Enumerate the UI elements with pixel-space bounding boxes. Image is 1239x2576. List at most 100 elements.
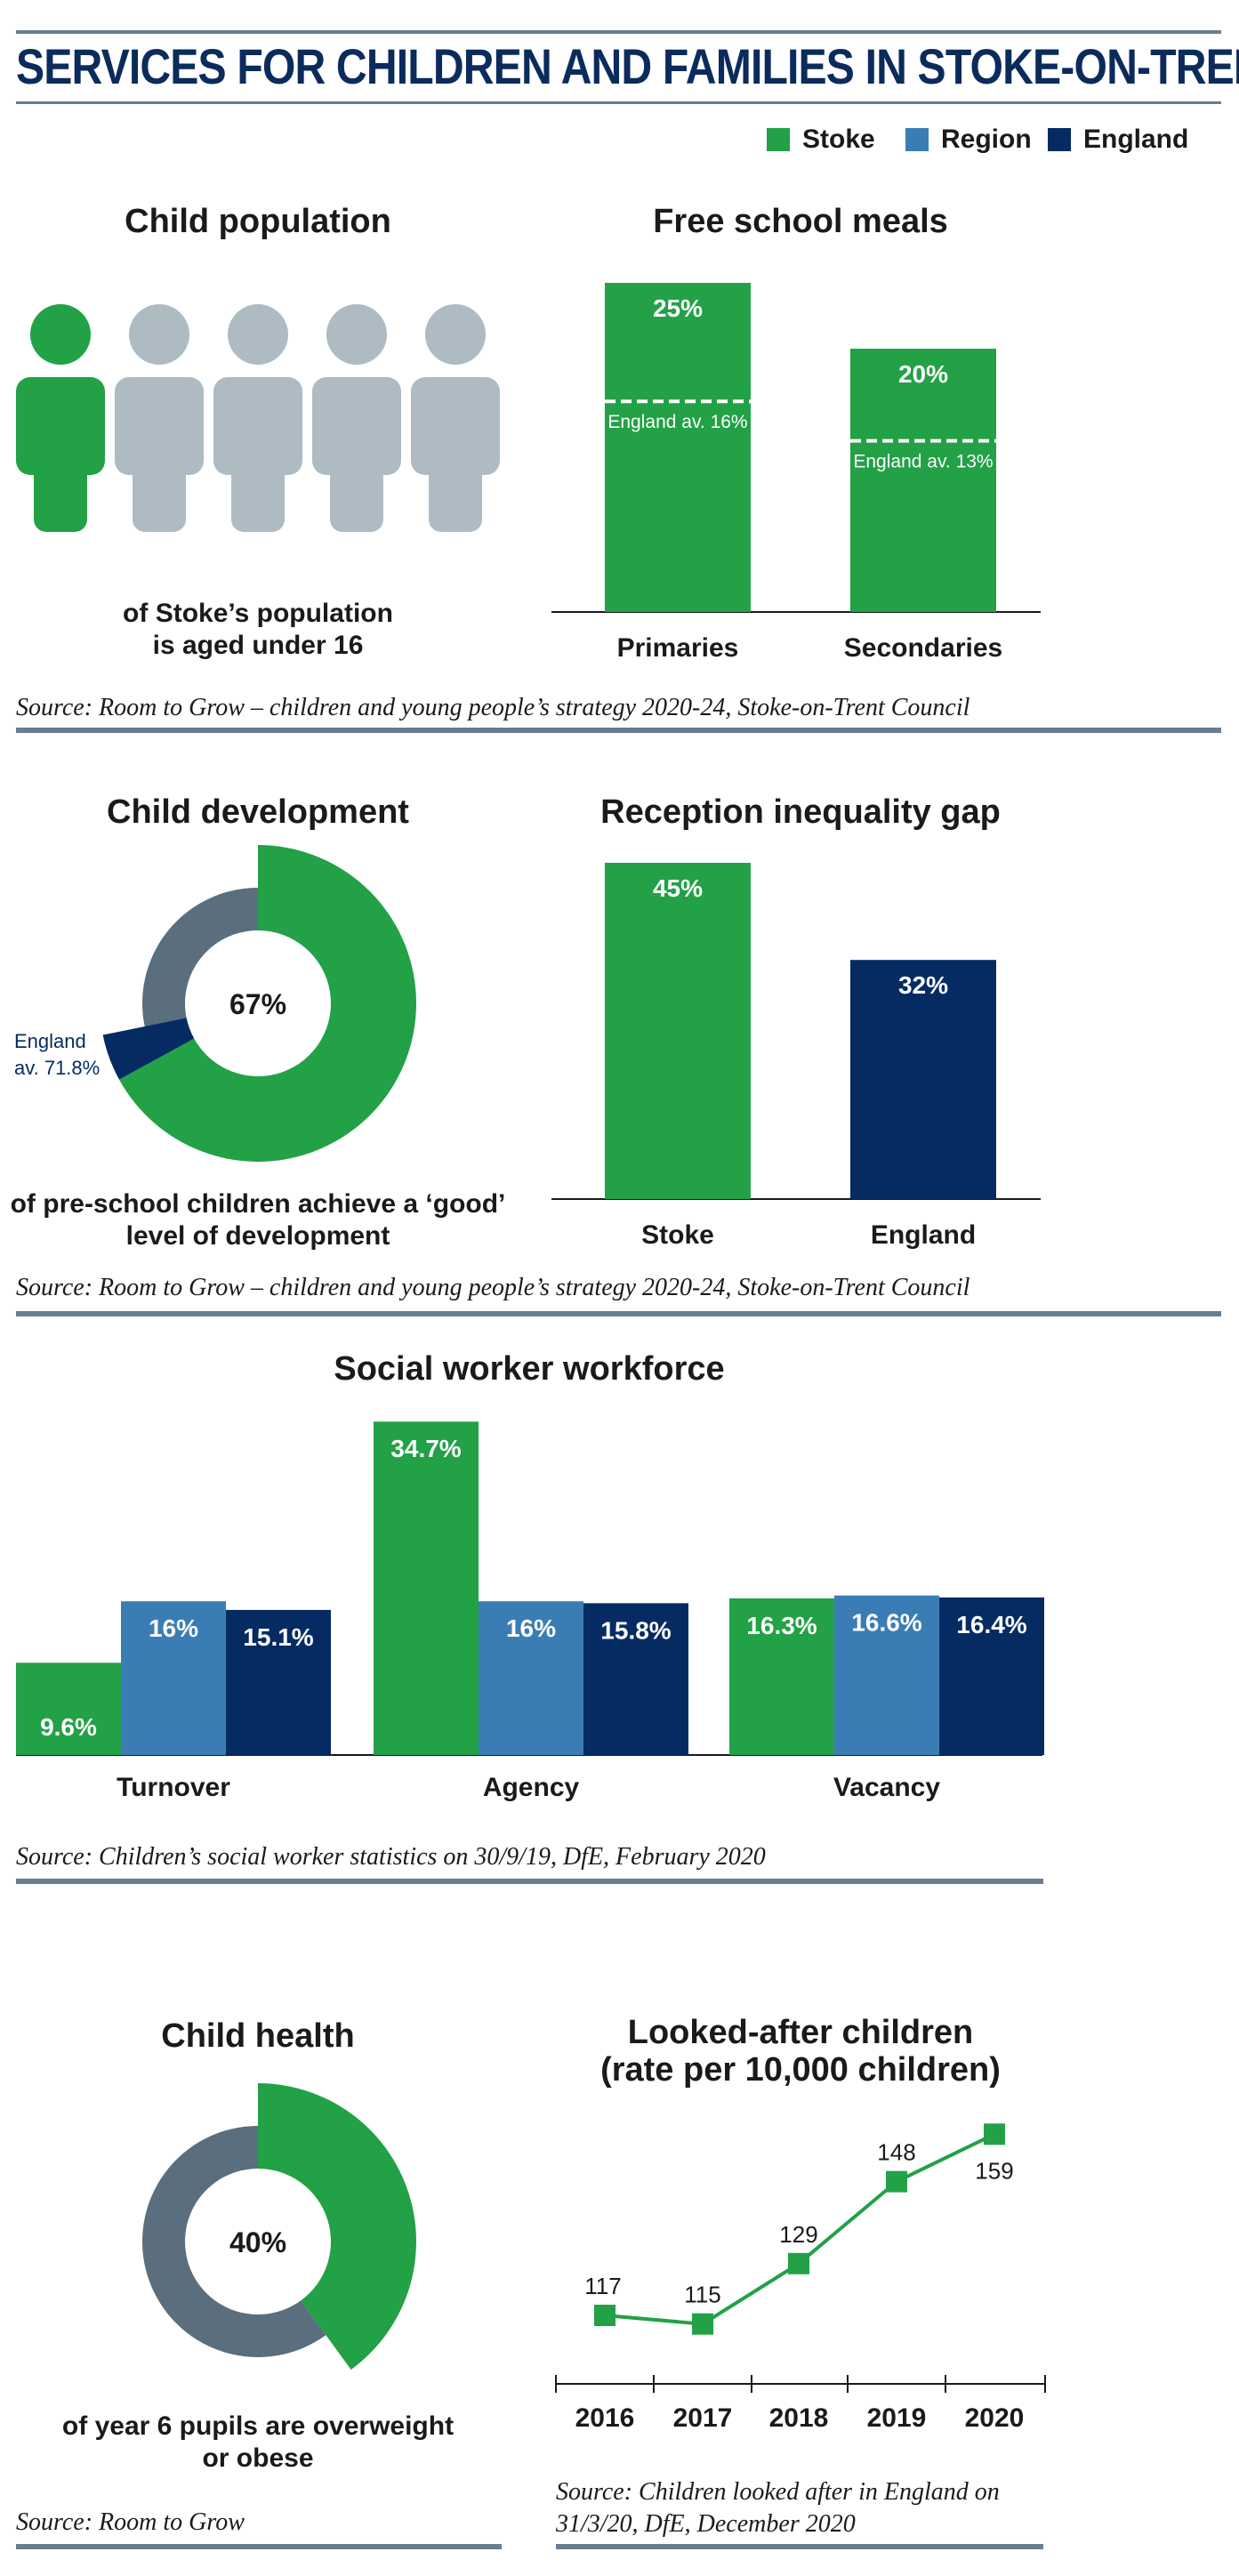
person-head bbox=[30, 304, 91, 365]
source-note-2: Source: Room to Grow – children and youn… bbox=[16, 1274, 970, 1301]
bar-turnover-england bbox=[226, 1609, 331, 1755]
x-tick-label: 2019 bbox=[867, 2403, 927, 2433]
child-development-heading: Child development bbox=[107, 793, 409, 831]
legend-item-stoke: Stoke bbox=[767, 125, 875, 155]
person-head bbox=[425, 304, 486, 365]
child-development-caption: of pre-school children achieve a ‘good’ … bbox=[0, 1188, 516, 1252]
child-health-heading: Child health bbox=[161, 2017, 355, 2055]
social-worker-heading: Social worker workforce bbox=[334, 1350, 725, 1388]
child-health-caption: of year 6 pupils are overweight or obese bbox=[0, 2411, 516, 2475]
category-label: Vacancy bbox=[833, 1773, 940, 1802]
bar-value-label: 16.4% bbox=[956, 1611, 1026, 1638]
x-tick-label: 2018 bbox=[769, 2403, 829, 2433]
data-label: 117 bbox=[584, 2273, 621, 2299]
bar-value-label: 16% bbox=[149, 1614, 198, 1642]
source-note-3: Source: Children’s social worker statist… bbox=[16, 1843, 766, 1871]
bar-stoke bbox=[605, 863, 751, 1199]
legend-swatch-region bbox=[905, 128, 929, 151]
section-divider-2 bbox=[16, 1311, 1221, 1316]
bar-turnover-stoke bbox=[16, 1662, 121, 1755]
person-icon-highlighted bbox=[16, 304, 105, 532]
data-point bbox=[692, 2313, 713, 2335]
x-tick-label: 2017 bbox=[673, 2403, 733, 2433]
page-title: SERVICES FOR CHILDREN AND FAMILIES IN ST… bbox=[16, 38, 1239, 94]
person-icon bbox=[411, 304, 500, 532]
source-note-5-line2: 31/3/20, DfE, December 2020 bbox=[556, 2510, 856, 2538]
section-divider-3 bbox=[16, 1879, 1043, 1884]
category-label: Stoke bbox=[641, 1220, 714, 1250]
bar-agency-region bbox=[479, 1601, 583, 1755]
bar-agency-england bbox=[583, 1603, 688, 1755]
bar-primaries bbox=[605, 283, 751, 612]
donut-england-gap-segment bbox=[102, 1018, 195, 1080]
donut-stoke-segment bbox=[119, 845, 417, 1162]
bar-agency-stoke bbox=[374, 1421, 479, 1755]
england-average-label-line1: England bbox=[14, 1030, 86, 1052]
category-label: Secondaries bbox=[844, 633, 1002, 663]
legend-label-stoke: Stoke bbox=[802, 125, 875, 154]
data-label: 115 bbox=[684, 2282, 720, 2308]
donut-remainder-segment bbox=[142, 888, 258, 1059]
child-population-caption: of Stoke’s population is aged under 16 bbox=[36, 598, 480, 662]
category-label: Turnover bbox=[117, 1773, 230, 1802]
child-development-caption-line2: level of development bbox=[125, 1221, 390, 1251]
source-note-4: Source: Room to Grow bbox=[16, 2508, 245, 2536]
bar-value-label: 16.6% bbox=[851, 1609, 921, 1637]
source-note-5: Source: Children looked after in England… bbox=[556, 2476, 1000, 2540]
top-rule bbox=[16, 30, 1221, 34]
data-label: 159 bbox=[975, 2157, 1013, 2184]
bar-value-label: 16% bbox=[506, 1614, 556, 1642]
child-population-caption-line1: of Stoke’s population bbox=[123, 599, 393, 628]
child-population-caption-line2: is aged under 16 bbox=[152, 631, 364, 660]
child-health-donut: 40% bbox=[141, 2083, 416, 2371]
looked-after-chart: 117 2016 115 2017 129 2018 148 2019 159 2020 bbox=[555, 2123, 1046, 2433]
section-divider-1 bbox=[16, 728, 1221, 733]
bar-value-label: 20% bbox=[898, 360, 948, 388]
person-icon bbox=[115, 304, 204, 532]
bar-value-label: 34.7% bbox=[390, 1435, 461, 1462]
person-head bbox=[129, 304, 189, 365]
bottom-rule-left bbox=[16, 2544, 502, 2549]
source-note-5-line1: Source: Children looked after in England… bbox=[556, 2478, 1000, 2506]
source-note-1: Source: Room to Grow – children and youn… bbox=[16, 694, 970, 721]
person-legs bbox=[330, 436, 383, 532]
x-tick-label: 2016 bbox=[575, 2403, 635, 2433]
category-label: Primaries bbox=[617, 633, 739, 663]
title-underline bbox=[16, 101, 1221, 104]
england-average-label-line2: av. 71.8% bbox=[14, 1057, 100, 1079]
person-legs bbox=[429, 436, 482, 532]
bar-value-label: 9.6% bbox=[40, 1713, 97, 1741]
legend-label-england: England bbox=[1083, 125, 1189, 154]
bar-value-label: 15.1% bbox=[243, 1623, 313, 1651]
data-point bbox=[788, 2252, 809, 2274]
bar-vacancy-region bbox=[834, 1595, 939, 1755]
person-icon bbox=[312, 304, 401, 532]
category-label: England bbox=[871, 1220, 976, 1250]
looked-after-heading-line1: Looked-after children bbox=[627, 2014, 974, 2051]
legend-swatch-england bbox=[1048, 128, 1071, 151]
bar-secondaries bbox=[850, 349, 996, 612]
bar-vacancy-england bbox=[939, 1597, 1044, 1755]
child-development-donut: 67% England av. 71.8% bbox=[14, 845, 417, 1162]
data-label: 148 bbox=[877, 2139, 915, 2166]
legend-label-region: Region bbox=[941, 125, 1032, 154]
child-population-heading: Child population bbox=[125, 203, 391, 240]
x-tick-label: 2020 bbox=[965, 2403, 1025, 2433]
reception-gap-chart: 45% Stoke 32% England bbox=[551, 863, 1041, 1250]
reception-gap-heading: Reception inequality gap bbox=[600, 793, 1001, 831]
legend-item-region: Region bbox=[905, 125, 1032, 155]
person-head bbox=[326, 304, 387, 365]
data-point bbox=[984, 2123, 1005, 2145]
bar-value-label: 15.8% bbox=[600, 1616, 671, 1644]
data-point bbox=[594, 2305, 615, 2326]
person-legs bbox=[231, 436, 285, 532]
bar-value-label: 45% bbox=[653, 874, 703, 902]
bottom-rule-right bbox=[556, 2544, 1043, 2549]
child-population-pictogram bbox=[16, 304, 500, 532]
bar-value-label: 25% bbox=[653, 294, 703, 322]
social-worker-chart: 9.6% 16% 15.1% Turnover 34.7% 16% 15.8% Agency 1… bbox=[16, 1421, 1044, 1802]
data-label: 129 bbox=[779, 2221, 817, 2248]
data-point bbox=[886, 2170, 907, 2193]
free-school-meals-heading: Free school meals bbox=[653, 203, 948, 240]
donut-center-value: 40% bbox=[229, 2226, 286, 2258]
